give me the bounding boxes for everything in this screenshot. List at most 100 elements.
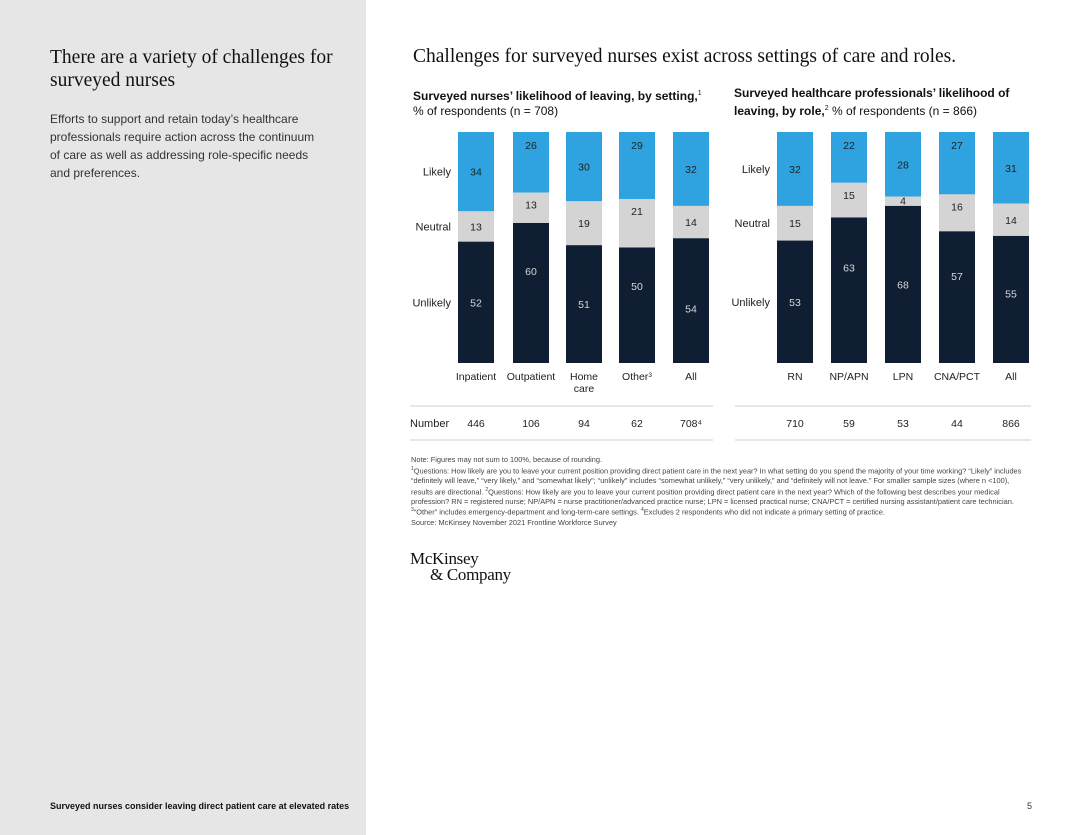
footnote-1: Questions: How likely are you to leave y…: [411, 466, 1022, 497]
data-label-neutral: 4: [900, 195, 906, 207]
bar-segment-likely: [939, 132, 975, 195]
bar-segment-unlikely: [673, 238, 709, 363]
bar-segment-neutral: [513, 192, 549, 223]
logo-line-1: McKinsey: [410, 549, 479, 568]
row-label-likely: Likely: [423, 167, 452, 179]
data-label-neutral: 13: [470, 222, 482, 234]
data-label-likely: 28: [897, 159, 909, 171]
bar-segment-unlikely: [885, 205, 921, 363]
bar-segment-unlikely: [993, 235, 1029, 363]
sample-size-value: 44: [951, 418, 963, 430]
sample-size-value: 62: [631, 418, 643, 430]
chart-1-subtitle: Surveyed nurses’ likelihood of leaving, …: [413, 86, 713, 119]
chart-2-subtitle: Surveyed healthcare professionals’ likel…: [734, 86, 1034, 119]
bar-segment-likely: [777, 132, 813, 206]
data-label-likely: 29: [631, 140, 643, 152]
row-label-unlikely: Unlikely: [731, 297, 770, 309]
chart-1-title: Surveyed nurses’ likelihood of leaving, …: [413, 89, 698, 103]
data-label-neutral: 21: [631, 206, 643, 218]
x-tick-footnote: 3: [648, 372, 652, 379]
sample-size-value: 59: [843, 418, 855, 430]
data-label-likely: 32: [685, 164, 697, 176]
data-label-neutral: 16: [951, 201, 963, 213]
mckinsey-logo: McKinsey & Company: [410, 549, 511, 584]
bar-segment-unlikely: [619, 247, 655, 363]
sample-size-value: 94: [578, 418, 590, 430]
row-label-likely: Likely: [742, 164, 771, 176]
footnotes: Note: Figures may not sum to 100%, becau…: [411, 455, 1031, 527]
x-tick-label: care: [574, 383, 595, 395]
data-label-unlikely: 57: [951, 271, 963, 283]
footer-text: Surveyed nurses consider leaving direct …: [50, 801, 350, 811]
data-label-neutral: 14: [1005, 215, 1017, 227]
data-label-unlikely: 55: [1005, 288, 1017, 300]
bar-segment-likely: [831, 132, 867, 183]
chart-2-unit: % of respondents (n = 866): [831, 104, 978, 118]
bar-segment-unlikely: [939, 231, 975, 363]
data-label-neutral: 15: [789, 218, 801, 230]
chart-1-unit: % of respondents (n = 708): [413, 104, 559, 118]
data-label-likely: 27: [951, 140, 963, 152]
chart-2-title: Surveyed healthcare professionals’ likel…: [734, 86, 1010, 118]
sample-size-value: 708⁴: [680, 418, 702, 430]
x-tick-label: Other3: [622, 371, 652, 383]
data-label-unlikely: 50: [631, 281, 643, 293]
page-number: 5: [1027, 801, 1033, 811]
data-label-unlikely: 52: [470, 297, 482, 309]
bar-segment-unlikely: [566, 245, 602, 363]
bar-segment-neutral: [993, 203, 1029, 236]
chart-2-title-footnote: 2: [824, 105, 829, 112]
data-label-likely: 30: [578, 162, 590, 174]
data-label-likely: 32: [789, 164, 801, 176]
data-label-likely: 34: [470, 167, 482, 179]
x-tick-label: LPN: [893, 371, 913, 383]
source-note: Source: McKinsey November 2021 Frontline…: [411, 517, 617, 527]
data-label-neutral: 19: [578, 218, 590, 230]
bar-segment-unlikely: [458, 241, 494, 363]
data-label-unlikely: 68: [897, 279, 909, 291]
x-tick-label: RN: [787, 371, 802, 383]
data-label-neutral: 13: [525, 200, 537, 212]
bar-segment-unlikely: [513, 223, 549, 363]
bar-segment-unlikely: [777, 240, 813, 363]
data-label-likely: 22: [843, 140, 855, 152]
note-body: 1Questions: How likely are you to leave …: [411, 465, 1022, 517]
x-tick-label: CNA/PCT: [934, 371, 981, 383]
chart-1-title-footnote: 1: [697, 90, 702, 97]
x-tick-label: NP/APN: [829, 371, 868, 383]
data-label-likely: 26: [525, 140, 537, 152]
bar-segment-likely: [673, 132, 709, 206]
number-row-label: Number: [410, 418, 449, 430]
x-tick-label: All: [685, 371, 697, 383]
bar-segment-likely: [458, 132, 494, 212]
bar-segment-unlikely: [831, 217, 867, 363]
data-label-neutral: 14: [685, 217, 697, 229]
x-tick-label: Inpatient: [456, 371, 496, 383]
bar-segment-likely: [513, 132, 549, 193]
row-label-unlikely: Unlikely: [412, 297, 451, 309]
data-label-unlikely: 63: [843, 262, 855, 274]
sample-size-value: 710: [786, 418, 804, 430]
sample-size-value: 106: [522, 418, 540, 430]
bar-segment-likely: [619, 132, 655, 199]
sidebar-body: Efforts to support and retain today’s he…: [50, 112, 315, 180]
bar-segment-neutral: [777, 205, 813, 241]
x-tick-label: Outpatient: [507, 371, 556, 383]
bar-segment-neutral: [619, 198, 655, 248]
sidebar-title: There are a variety of challenges for su…: [50, 47, 333, 91]
data-label-unlikely: 53: [789, 297, 801, 309]
x-tick-label: All: [1005, 371, 1017, 383]
bar-segment-neutral: [458, 211, 494, 242]
bar-segment-neutral: [885, 196, 921, 206]
bar-segment-neutral: [673, 205, 709, 239]
sample-size-value: 446: [467, 418, 485, 430]
bar-segment-likely: [566, 132, 602, 202]
bar-segment-likely: [993, 132, 1029, 204]
row-label-neutral: Neutral: [416, 222, 451, 234]
sidebar: There are a variety of challenges for su…: [0, 0, 366, 835]
row-label-neutral: Neutral: [735, 218, 770, 230]
data-label-likely: 31: [1005, 163, 1017, 175]
footnote-2: Questions: How likely are you to leave y…: [411, 487, 1014, 506]
logo-line-2: & Company: [430, 565, 511, 584]
